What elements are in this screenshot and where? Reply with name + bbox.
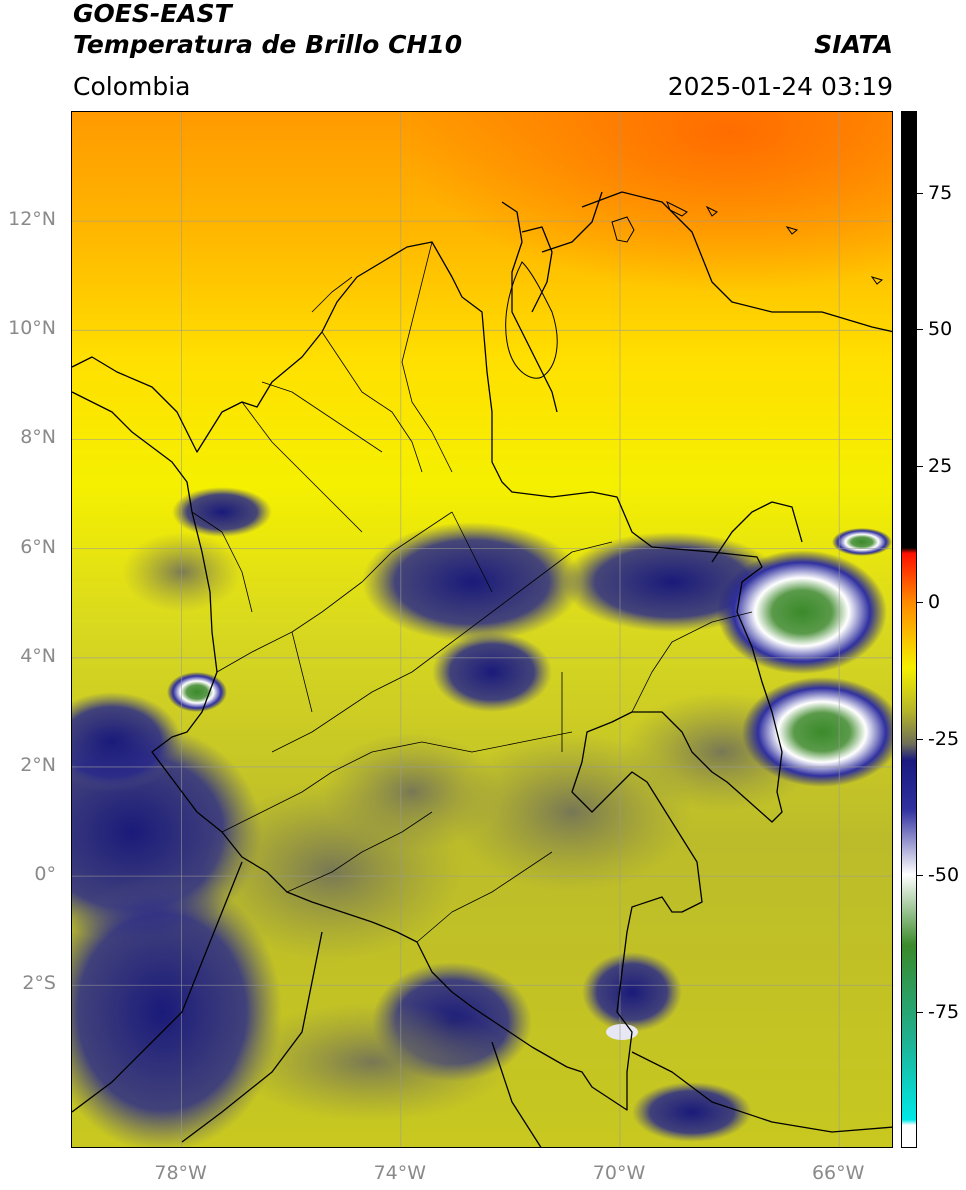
lat-tick-label: 12°N [8,208,56,231]
cloud-layer [72,487,892,1147]
colorbar-tick-mark [917,738,923,740]
lon-tick-label: 78°W [154,1162,207,1184]
lat-tick-label: 6°N [20,535,56,558]
colorbar-tick-label: 50 [928,318,953,341]
lat-tick-label: 10°N [8,317,56,340]
satellite-title: GOES-EAST [73,0,232,28]
colorbar-tick-mark [917,329,923,331]
map-frame[interactable] [71,111,893,1148]
lat-tick-label: 2°N [20,753,56,776]
lat-tick-label: 0° [34,863,56,886]
colorbar [901,111,917,1148]
lat-tick-label: 2°S [22,972,56,995]
coastline-islands [505,200,884,379]
colorbar-tick-label: 75 [928,181,953,204]
agency-label: SIATA [814,30,893,59]
colorbar-tick-label: 25 [928,454,953,477]
lon-tick-label: 70°W [592,1162,646,1184]
lat-tick-label: 8°N [20,426,56,449]
country-borders [72,191,892,1147]
brightness-temperature-map [72,112,892,1147]
colorbar-tick-label: -25 [928,727,960,750]
colorbar-tick-label: -50 [928,864,960,887]
colorbar-tick-mark [917,465,923,467]
region-label: Colombia [73,72,191,101]
timestamp-label: 2025-01-24 03:19 [667,72,893,101]
colorbar-tick-mark [917,1011,923,1013]
product-title: Temperatura de Brillo CH10 [73,30,463,59]
colorbar-tick-mark [917,875,923,877]
colorbar-tick-label: -75 [928,1000,960,1023]
colorbar-tick-mark [917,602,923,604]
lon-tick-label: 66°W [811,1162,865,1184]
map-gridlines [72,112,892,1147]
internal-borders [191,241,753,943]
colorbar-tick-mark [917,192,923,194]
lat-tick-label: 4°N [20,644,56,667]
colorbar-tick-label: 0 [928,591,941,614]
lon-tick-label: 74°W [373,1162,427,1184]
